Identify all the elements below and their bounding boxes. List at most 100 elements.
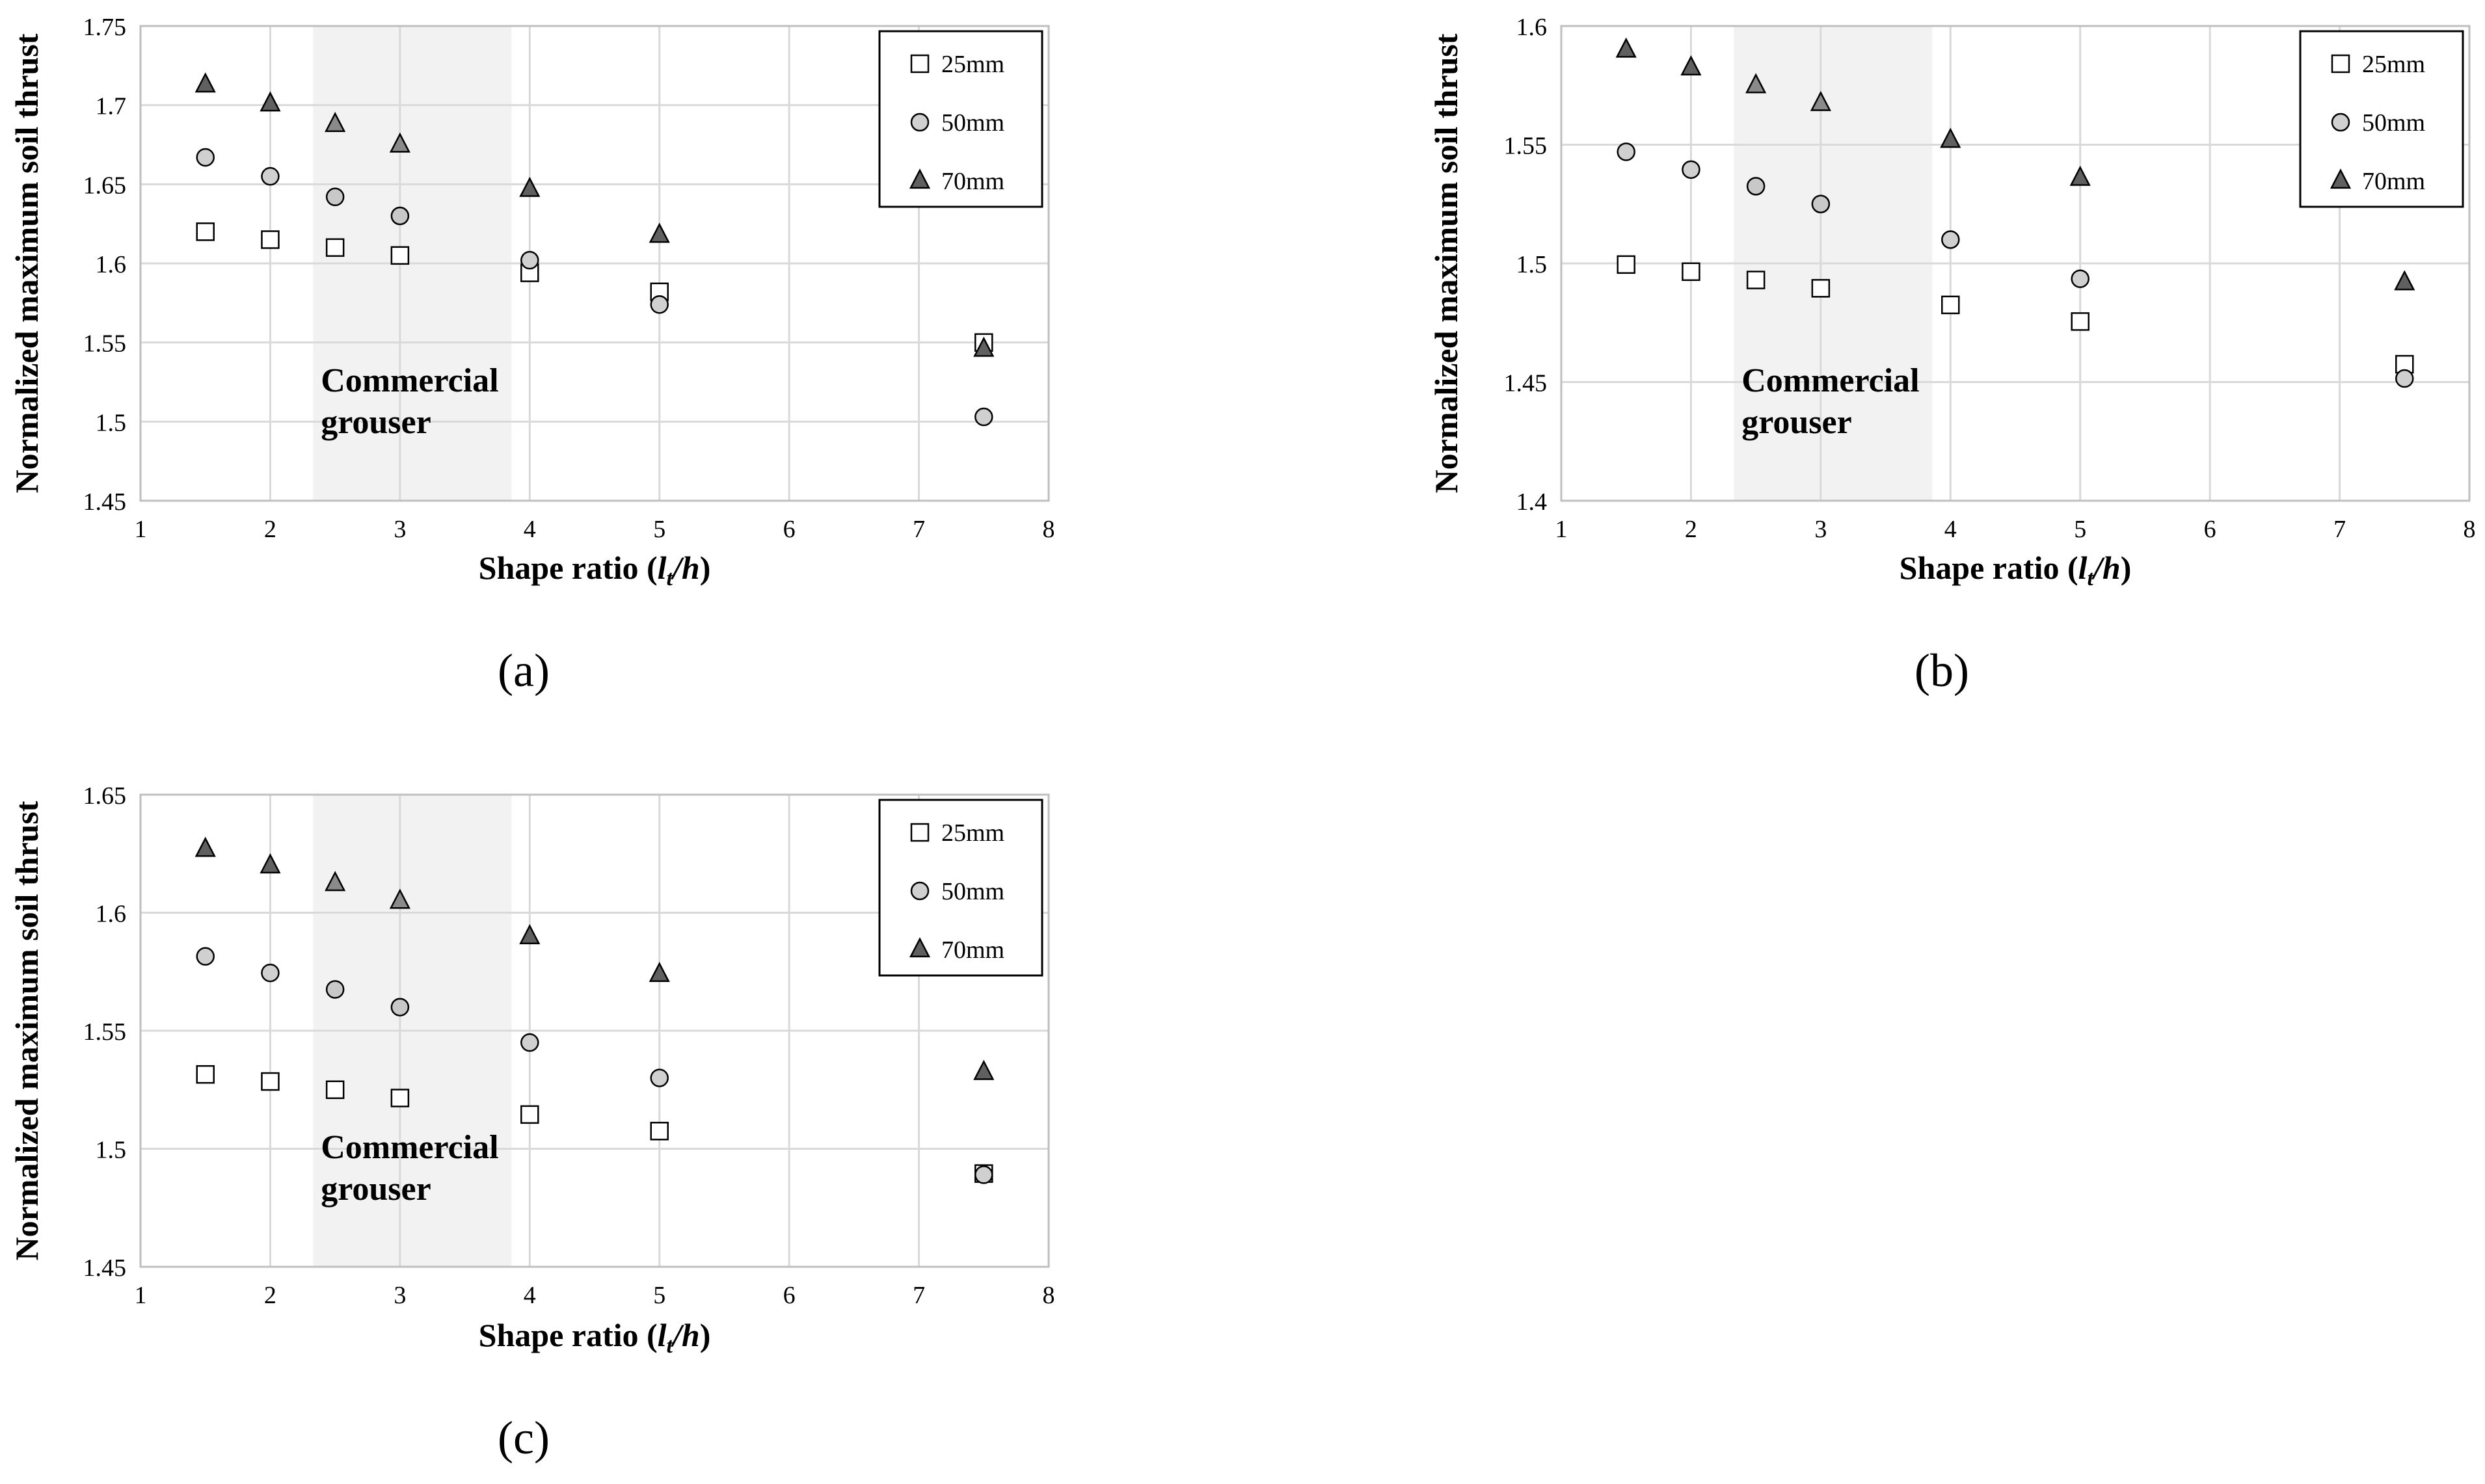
- point-50mm-5: [650, 1068, 669, 1087]
- legend-label-50mm: 50mm: [941, 878, 1004, 905]
- plot-frame: [1560, 25, 2471, 502]
- point-70mm-6: [973, 336, 995, 357]
- chart-panel-c: 1.45 1.5 1.55 1.6 1.65 1 2 3 4 5 6 7 8 Commercial grou…: [8, 782, 1055, 1464]
- y-tick-label: 1.45: [1504, 370, 1548, 397]
- point-50mm-0: [1617, 142, 1635, 161]
- x-axis-label-part: ): [700, 550, 711, 586]
- x-tick-label: 5: [653, 516, 665, 543]
- point-25mm-0: [1617, 255, 1635, 274]
- x-tick-label: 3: [1814, 516, 1827, 543]
- point-70mm-1: [260, 91, 281, 112]
- legend-label-50mm: 50mm: [941, 109, 1004, 137]
- point-25mm-2: [325, 238, 345, 257]
- x-tick-label: 4: [524, 1282, 536, 1309]
- plot-frame: [139, 25, 1050, 502]
- y-tick-label: 1.6: [1516, 14, 1548, 41]
- legend-marker-50mm: [910, 113, 930, 132]
- x-axis-label-part: /h: [670, 1317, 700, 1353]
- point-50mm-1: [261, 166, 280, 186]
- legend-marker-50mm: [910, 881, 930, 901]
- series-70mm: [195, 72, 995, 357]
- point-70mm-3: [389, 888, 410, 909]
- legend-label-50mm: 50mm: [2362, 109, 2425, 137]
- point-50mm-4: [1941, 230, 1960, 249]
- point-50mm-1: [1682, 160, 1700, 179]
- point-25mm-3: [390, 246, 410, 265]
- series-70mm: [195, 836, 995, 1080]
- point-70mm-2: [1745, 73, 1767, 94]
- point-25mm-1: [261, 1072, 280, 1091]
- legend-box: [2299, 30, 2464, 208]
- legend-marker-70mm: [909, 937, 931, 958]
- x-tick-label: 8: [2464, 516, 2476, 543]
- panel-label: (b): [1914, 644, 1969, 696]
- point-70mm-5: [649, 962, 670, 983]
- point-70mm-6: [2394, 270, 2415, 291]
- point-70mm-0: [195, 836, 216, 857]
- point-70mm-2: [325, 112, 346, 133]
- legend-box: [878, 30, 1043, 208]
- x-axis-label-part: /h: [670, 550, 700, 586]
- legend-label-70mm: 70mm: [941, 168, 1004, 195]
- point-25mm-5: [2071, 312, 2089, 331]
- chart-panel-a: 1.45 1.5 1.55 1.6 1.65 1.7 1.75 1 2 3 4 5 6 7 8 Commerc…: [8, 14, 1055, 696]
- x-tick-label: 4: [524, 516, 536, 543]
- point-50mm-2: [1746, 177, 1766, 196]
- annotation-grouser: grouser: [321, 404, 431, 441]
- point-50mm-1: [261, 963, 280, 983]
- point-25mm-2: [325, 1080, 345, 1099]
- panel-label: (a): [498, 644, 550, 696]
- point-25mm-0: [196, 1065, 215, 1084]
- point-70mm-5: [649, 222, 670, 243]
- series-50mm: [196, 947, 993, 1184]
- annotation-commercial: Commercial: [321, 1129, 498, 1166]
- point-50mm-3: [1811, 194, 1831, 213]
- point-70mm-0: [195, 72, 216, 93]
- point-50mm-2: [325, 187, 345, 207]
- y-tick-label: 1.5: [1516, 251, 1548, 278]
- point-50mm-5: [650, 295, 669, 314]
- x-tick-label: 5: [653, 1282, 665, 1309]
- x-tick-label: 8: [1043, 516, 1055, 543]
- x-axis-label-part: t: [667, 566, 674, 590]
- point-50mm-5: [2071, 269, 2089, 288]
- point-70mm-0: [1615, 37, 1637, 58]
- x-tick-label: 7: [913, 516, 925, 543]
- legend-marker-70mm: [2330, 168, 2352, 189]
- x-axis-label-part: Shape ratio (: [479, 550, 658, 586]
- x-axis-label-part: l: [658, 550, 667, 586]
- y-tick-label: 1.55: [1504, 133, 1548, 160]
- annotation-commercial: Commercial: [1741, 362, 1919, 399]
- x-axis-label: Shape ratio (lt/h): [479, 550, 711, 590]
- y-tick-label: 1.55: [83, 330, 127, 358]
- y-tick-label: 1.6: [96, 901, 127, 928]
- point-50mm-3: [390, 206, 410, 226]
- point-70mm-6: [973, 1059, 995, 1080]
- x-tick-label: 6: [783, 516, 796, 543]
- x-axis-label: Shape ratio (lt/h): [479, 1317, 711, 1358]
- series-50mm: [1617, 142, 2414, 388]
- legend: 25mm 50mm 70mm: [878, 799, 1043, 977]
- x-axis-label-part: ): [700, 1317, 711, 1353]
- series-50mm: [196, 148, 993, 427]
- point-25mm-1: [1682, 262, 1700, 282]
- x-tick-label: 7: [2333, 516, 2346, 543]
- plot-frame: [139, 793, 1050, 1268]
- y-tick-label: 1.5: [96, 1137, 127, 1164]
- x-axis-label-part: l: [658, 1317, 667, 1353]
- y-tick-label: 1.65: [83, 782, 127, 810]
- annotation-commercial: Commercial: [321, 362, 498, 399]
- legend-marker-25mm: [2331, 54, 2350, 73]
- legend: 25mm 50mm 70mm: [2299, 30, 2464, 208]
- x-axis-label-part: Shape ratio (: [1900, 550, 2078, 586]
- chart-panel-b: 1.4 1.45 1.5 1.55 1.6 1 2 3 4 5 6 7 8 Commercial grous…: [1428, 14, 2476, 696]
- y-tick-label: 1.45: [83, 488, 127, 516]
- x-tick-label: 4: [1944, 516, 1957, 543]
- point-70mm-3: [1810, 90, 1831, 111]
- y-tick-label: 1.65: [83, 172, 127, 199]
- x-axis-label: Shape ratio (lt/h): [1900, 550, 2132, 590]
- x-axis-label-part: ): [2121, 550, 2132, 586]
- series-25mm: [1617, 255, 2414, 374]
- legend-marker-50mm: [2331, 113, 2350, 132]
